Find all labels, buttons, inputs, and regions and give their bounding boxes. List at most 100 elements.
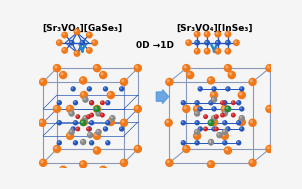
Circle shape: [100, 72, 104, 75]
Circle shape: [238, 91, 246, 99]
Circle shape: [87, 115, 89, 117]
Circle shape: [81, 119, 84, 122]
Circle shape: [105, 120, 111, 125]
Circle shape: [88, 87, 90, 89]
Circle shape: [39, 78, 47, 86]
Circle shape: [83, 116, 86, 119]
Circle shape: [239, 126, 245, 132]
Circle shape: [231, 113, 236, 118]
Circle shape: [209, 121, 211, 123]
Circle shape: [204, 31, 210, 38]
Circle shape: [38, 119, 47, 127]
Circle shape: [248, 159, 257, 167]
Circle shape: [225, 40, 231, 46]
Circle shape: [240, 87, 242, 89]
Circle shape: [221, 101, 223, 103]
Text: [Sr₃VO₄][GaSe₃]: [Sr₃VO₄][GaSe₃]: [42, 23, 122, 33]
Circle shape: [106, 141, 108, 143]
Circle shape: [87, 132, 93, 138]
Circle shape: [104, 87, 106, 89]
Circle shape: [195, 141, 198, 143]
Circle shape: [214, 114, 219, 119]
Circle shape: [57, 101, 59, 103]
Circle shape: [239, 106, 245, 112]
Circle shape: [220, 132, 229, 140]
Circle shape: [223, 141, 225, 143]
Circle shape: [70, 86, 76, 92]
Circle shape: [101, 113, 103, 115]
Circle shape: [204, 40, 210, 46]
Circle shape: [223, 130, 225, 132]
Circle shape: [225, 148, 228, 151]
Circle shape: [207, 119, 214, 126]
Circle shape: [82, 96, 89, 103]
Circle shape: [203, 126, 208, 131]
Circle shape: [267, 146, 270, 149]
Circle shape: [198, 86, 203, 92]
Circle shape: [80, 162, 84, 165]
Circle shape: [211, 92, 214, 95]
Circle shape: [90, 141, 92, 143]
Circle shape: [74, 121, 76, 123]
Circle shape: [120, 127, 122, 129]
Circle shape: [240, 116, 242, 119]
Circle shape: [212, 87, 214, 89]
Circle shape: [208, 162, 211, 165]
Circle shape: [216, 132, 223, 138]
Circle shape: [165, 159, 174, 167]
Circle shape: [106, 101, 108, 103]
Circle shape: [231, 100, 236, 105]
Circle shape: [216, 32, 218, 35]
Circle shape: [121, 120, 124, 123]
Circle shape: [212, 107, 214, 109]
Circle shape: [225, 86, 231, 92]
Circle shape: [92, 40, 95, 43]
Circle shape: [95, 110, 102, 117]
Circle shape: [195, 130, 198, 132]
Circle shape: [165, 78, 174, 86]
Circle shape: [182, 64, 191, 72]
Circle shape: [209, 101, 211, 103]
Circle shape: [63, 48, 65, 51]
Circle shape: [87, 48, 90, 51]
Circle shape: [91, 39, 98, 46]
Circle shape: [90, 121, 92, 123]
Circle shape: [135, 146, 138, 149]
Circle shape: [82, 115, 89, 121]
Circle shape: [195, 32, 198, 35]
Circle shape: [73, 120, 78, 125]
Circle shape: [203, 114, 208, 119]
Circle shape: [75, 51, 77, 54]
Circle shape: [54, 146, 57, 149]
Circle shape: [184, 65, 187, 69]
Circle shape: [195, 101, 198, 103]
Circle shape: [80, 78, 84, 81]
Circle shape: [100, 113, 105, 118]
Circle shape: [73, 140, 78, 146]
Circle shape: [103, 126, 108, 132]
Circle shape: [68, 110, 75, 117]
Circle shape: [208, 120, 214, 125]
Circle shape: [95, 107, 97, 109]
Circle shape: [211, 106, 217, 112]
Circle shape: [181, 140, 186, 146]
Circle shape: [57, 40, 59, 43]
Circle shape: [239, 115, 245, 121]
Circle shape: [75, 30, 77, 32]
Circle shape: [222, 100, 227, 105]
Circle shape: [205, 49, 207, 52]
Circle shape: [66, 105, 74, 113]
Circle shape: [205, 41, 207, 43]
Circle shape: [236, 100, 241, 105]
Circle shape: [232, 113, 233, 115]
Circle shape: [214, 31, 221, 38]
Circle shape: [89, 100, 94, 105]
Circle shape: [40, 120, 43, 123]
Circle shape: [93, 146, 101, 155]
Circle shape: [215, 127, 217, 129]
Circle shape: [40, 79, 43, 82]
Circle shape: [227, 71, 236, 79]
Circle shape: [135, 65, 138, 69]
Circle shape: [133, 64, 142, 72]
Circle shape: [40, 160, 43, 163]
